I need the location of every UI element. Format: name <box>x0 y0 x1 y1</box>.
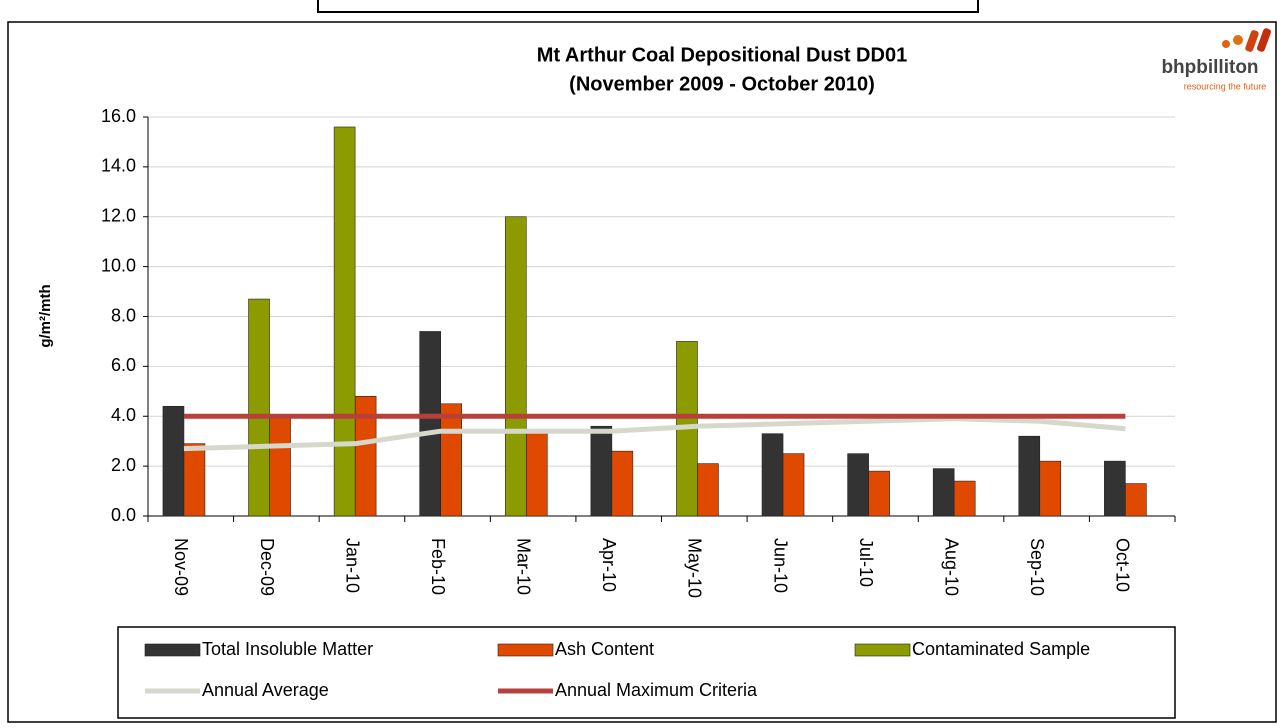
bar <box>782 453 805 517</box>
x-tick-label: Mar-10 <box>514 538 534 595</box>
x-tick-label: Aug-10 <box>941 538 961 596</box>
legend <box>117 626 1176 719</box>
x-tick-label: Nov-09 <box>171 538 191 596</box>
legend-label: Total Insoluble Matter <box>202 639 373 659</box>
bar <box>697 463 719 517</box>
y-tick-label: 14.0 <box>101 156 136 176</box>
legend-swatch <box>854 643 911 657</box>
logo-bar <box>1256 28 1272 52</box>
x-tick-label: May-10 <box>685 538 705 598</box>
legend-label: Contaminated Sample <box>912 639 1090 659</box>
bar <box>847 453 869 517</box>
x-tick-label: Oct-10 <box>1113 538 1133 592</box>
legend-swatch <box>144 643 201 657</box>
y-tick-label: 10.0 <box>101 255 136 275</box>
legend-label: Annual Average <box>202 680 329 700</box>
y-axis-label: g/m²/mth <box>37 284 54 347</box>
y-tick-label: 0.0 <box>111 505 136 525</box>
x-tick-label: Apr-10 <box>599 538 619 592</box>
x-tick-label: Dec-09 <box>257 538 277 596</box>
chart-frame <box>7 21 1277 723</box>
bar <box>1018 435 1041 517</box>
bar <box>419 331 441 517</box>
x-tick-label: Sep-10 <box>1027 538 1047 596</box>
y-tick-label: 8.0 <box>111 305 136 325</box>
bar <box>761 433 784 517</box>
bar <box>1039 460 1062 517</box>
x-tick-label: Jul-10 <box>856 538 876 587</box>
bar <box>269 415 291 517</box>
bar <box>953 480 976 517</box>
x-tick-label: Jan-10 <box>342 538 362 593</box>
bar <box>333 126 356 517</box>
y-tick-label: 16.0 <box>101 106 136 126</box>
legend-label: Annual Maximum Criteria <box>555 680 758 700</box>
bar <box>1125 483 1147 517</box>
logo-tagline: resourcing the future <box>1184 81 1267 91</box>
bar <box>504 216 527 517</box>
x-tick-label: Jun-10 <box>770 538 790 593</box>
logo-name: bhpbilliton <box>1161 57 1258 78</box>
bar <box>1104 460 1126 517</box>
x-tick-label: Feb-10 <box>428 538 448 595</box>
bar <box>248 298 270 517</box>
y-tick-label: 4.0 <box>111 405 136 425</box>
top-frame <box>317 0 979 13</box>
y-tick-label: 12.0 <box>101 206 136 226</box>
y-tick-label: 6.0 <box>111 355 136 375</box>
line-series <box>183 416 1126 452</box>
bar <box>183 443 206 517</box>
bar <box>162 405 185 517</box>
logo-dot <box>1222 40 1230 48</box>
legend-label: Ash Content <box>555 639 654 659</box>
legend-swatch <box>497 643 554 657</box>
logo: bhpbilliton resourcing the future <box>1161 28 1272 91</box>
bar <box>590 425 613 517</box>
bar <box>525 430 548 517</box>
bar <box>868 470 890 517</box>
bar <box>440 403 462 517</box>
y-tick-label: 2.0 <box>111 455 136 475</box>
logo-bar <box>1245 30 1259 52</box>
logo-dot <box>1233 35 1243 45</box>
chart-subtitle: (November 2009 - October 2010) <box>569 73 875 95</box>
bar <box>611 450 634 517</box>
chart-title: Mt Arthur Coal Depositional Dust DD01 <box>537 44 907 66</box>
bar <box>932 468 955 517</box>
